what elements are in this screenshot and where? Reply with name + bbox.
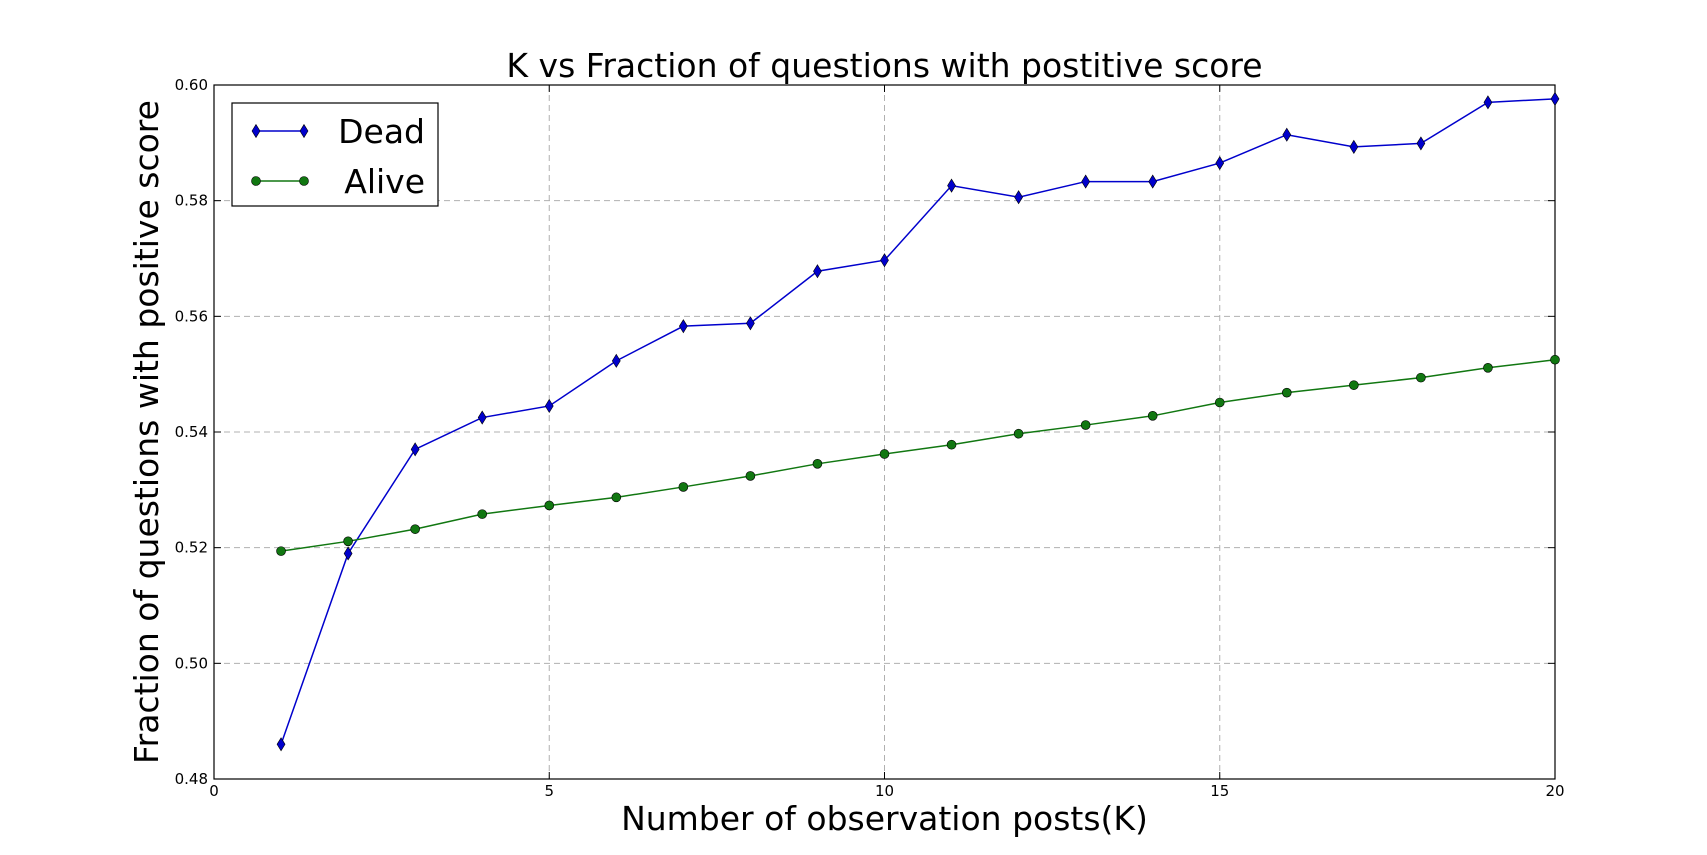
y-tick-label: 0.54 <box>175 423 208 441</box>
data-point-dead <box>746 316 755 331</box>
data-point-dead <box>678 319 688 334</box>
x-tick-label: 0 <box>209 782 219 800</box>
data-point-dead <box>1483 95 1493 110</box>
data-point-alive <box>1214 397 1225 408</box>
legend-box <box>231 102 439 207</box>
data-point-alive <box>1349 380 1359 390</box>
data-point-alive <box>544 500 555 511</box>
grid <box>214 85 1555 779</box>
data-point-dead <box>1349 139 1359 154</box>
data-point-alive <box>1416 372 1426 383</box>
series-line-alive <box>280 358 1556 552</box>
x-tick-label: 10 <box>875 782 894 800</box>
data-point-alive <box>1282 387 1292 398</box>
y-tick-label: 0.56 <box>175 307 208 325</box>
x-tick-label: 20 <box>1545 782 1564 800</box>
data-point-dead <box>544 398 554 414</box>
data-point-alive <box>1080 420 1091 430</box>
data-point-dead <box>1550 91 1560 106</box>
data-point-dead <box>1416 136 1426 151</box>
data-point-alive <box>611 492 622 503</box>
data-point-dead <box>947 178 956 193</box>
y-axis-label: Fraction of questions with positive scor… <box>127 100 166 764</box>
y-tick-label: 0.50 <box>175 654 208 672</box>
data-point-dead <box>611 353 621 368</box>
data-point-alive <box>410 524 420 534</box>
data-point-alive <box>1483 363 1493 373</box>
series <box>276 91 1560 752</box>
data-point-dead <box>880 253 889 268</box>
data-point-alive <box>745 471 756 481</box>
y-tick-label: 0.48 <box>175 770 208 788</box>
data-point-alive <box>276 546 286 556</box>
y-tick-label: 0.52 <box>175 539 208 557</box>
data-point-dead <box>1148 174 1158 189</box>
data-point-alive <box>1550 354 1560 365</box>
chart-title: K vs Fraction of questions with postitiv… <box>506 46 1262 85</box>
legend: Dead Alive <box>231 102 439 207</box>
data-point-alive <box>946 439 957 450</box>
legend-label-alive: Alive <box>344 162 425 201</box>
y-tick-label: 0.60 <box>175 76 208 94</box>
data-point-dead <box>1282 127 1292 142</box>
x-tick-label: 15 <box>1210 782 1229 800</box>
legend-marker-alive <box>299 176 309 186</box>
x-tick-label: 5 <box>544 782 554 800</box>
data-point-dead <box>477 410 487 425</box>
legend-marker-alive <box>251 176 261 186</box>
data-point-dead <box>1215 156 1225 171</box>
data-point-alive <box>477 509 488 519</box>
data-point-alive <box>343 536 353 547</box>
legend-marker-dead <box>251 123 309 139</box>
series-line-dead <box>280 98 1556 745</box>
data-point-dead <box>410 442 420 457</box>
legend-label-dead: Dead <box>338 112 425 151</box>
data-point-dead <box>813 264 822 279</box>
data-point-dead <box>276 737 286 752</box>
data-point-alive <box>1147 411 1158 421</box>
data-point-dead <box>1014 190 1023 205</box>
data-point-alive <box>1013 428 1024 439</box>
ticks: 0 5 10 15 20 0.48 0.50 0.52 0.54 0.56 0.58 0.60 <box>175 76 1565 800</box>
data-point-dead <box>343 546 353 561</box>
data-point-alive <box>879 449 890 459</box>
data-point-dead <box>1081 174 1091 189</box>
data-point-alive <box>678 482 689 492</box>
x-axis-label: Number of observation posts(K) <box>621 799 1148 838</box>
data-point-alive <box>812 459 823 469</box>
y-tick-label: 0.58 <box>175 192 208 210</box>
